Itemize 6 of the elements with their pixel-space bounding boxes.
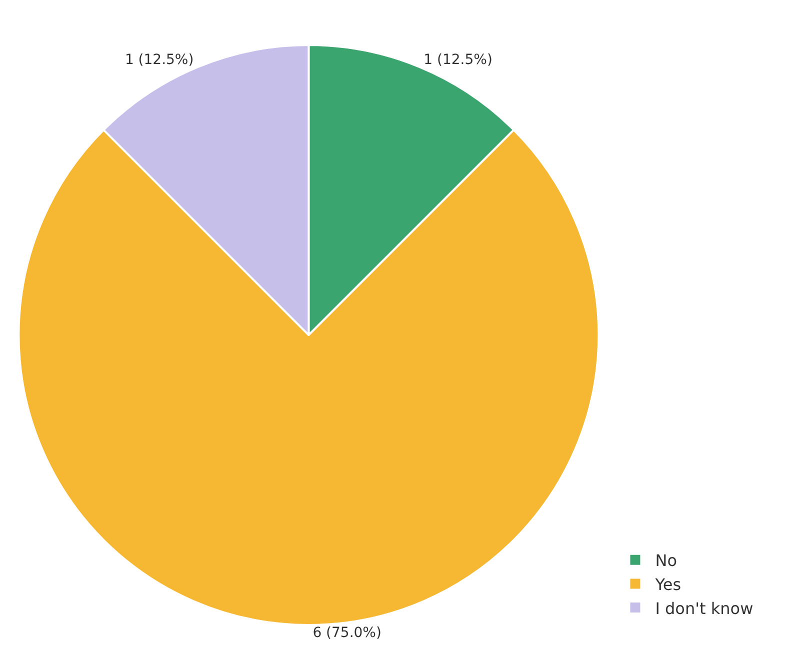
legend-label: I don't know (655, 598, 754, 618)
data-label: 1 (12.5%) (424, 52, 492, 68)
legend-label: Yes (654, 574, 682, 594)
data-label: 6 (75.0%) (312, 625, 382, 641)
data-label: 1 (12.5%) (124, 52, 194, 68)
legend-label: No (655, 551, 677, 570)
